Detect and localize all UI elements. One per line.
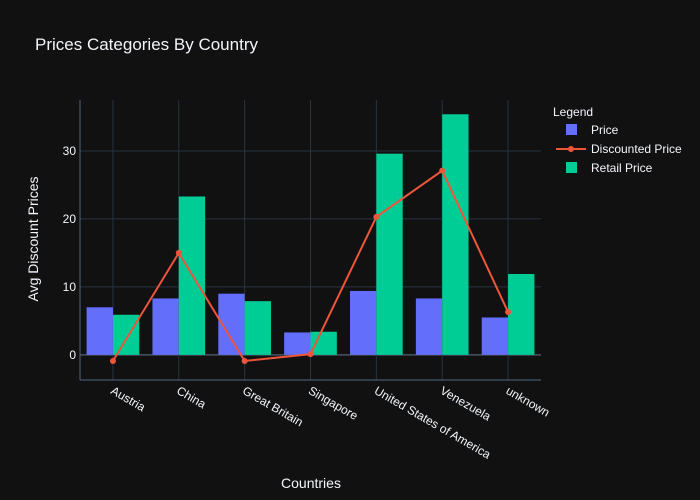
legend-item-retail-price[interactable]: Retail Price	[566, 161, 653, 175]
x-axis-title: Countries	[281, 475, 341, 491]
legend-label: Retail Price	[591, 161, 653, 175]
point-discounted-price-unknown[interactable]	[505, 309, 512, 316]
legend-swatch	[566, 124, 577, 135]
bar-price-austria[interactable]	[86, 307, 113, 355]
legend-title: Legend	[553, 105, 593, 119]
y-tick-label: 30	[63, 144, 77, 158]
y-tick-label: 0	[69, 348, 76, 362]
point-discounted-price-singapore[interactable]	[307, 351, 314, 358]
axes	[79, 100, 541, 381]
bar-retail-price-united-states-of-america[interactable]	[376, 153, 403, 355]
chart-title: Prices Categories By Country	[35, 35, 258, 54]
bar-retail-price-venezuela[interactable]	[442, 114, 469, 355]
bar-price-singapore[interactable]	[284, 332, 311, 355]
discounted-price-line	[109, 167, 512, 364]
bar-retail-price-great-britain[interactable]	[244, 301, 271, 355]
legend-label: Price	[591, 123, 619, 137]
point-discounted-price-china[interactable]	[175, 249, 182, 256]
bar-retail-price-unknown[interactable]	[508, 273, 535, 355]
bar-price-unknown[interactable]	[481, 317, 509, 355]
legend-items: Price Discounted Price Retail Price	[556, 123, 682, 175]
y-tick-label: 20	[63, 212, 77, 226]
legend-item-price[interactable]: Price	[566, 123, 619, 137]
bar-retail-price-austria[interactable]	[112, 314, 140, 355]
bars	[86, 114, 535, 355]
legend-marker	[568, 146, 574, 152]
point-discounted-price-united-states-of-america[interactable]	[373, 213, 380, 220]
bar-retail-price-singapore[interactable]	[310, 331, 337, 355]
y-tick-label: 10	[63, 280, 77, 294]
bar-price-china[interactable]	[152, 298, 179, 355]
y-tick-labels: 0 10 20 30	[63, 144, 77, 362]
y-axis-title: Avg Discount Prices	[25, 176, 41, 301]
bar-price-venezuela[interactable]	[415, 298, 443, 355]
legend-label: Discounted Price	[591, 142, 682, 156]
legend-item-discounted-price[interactable]: Discounted Price	[556, 142, 682, 156]
point-discounted-price-austria[interactable]	[109, 357, 116, 364]
bar-price-united-states-of-america[interactable]	[350, 290, 377, 355]
point-discounted-price-venezuela[interactable]	[439, 167, 446, 174]
legend[interactable]: Legend Price Discounted Price Retail Price	[553, 105, 682, 175]
legend-swatch	[566, 162, 577, 173]
point-discounted-price-great-britain[interactable]	[241, 357, 248, 364]
